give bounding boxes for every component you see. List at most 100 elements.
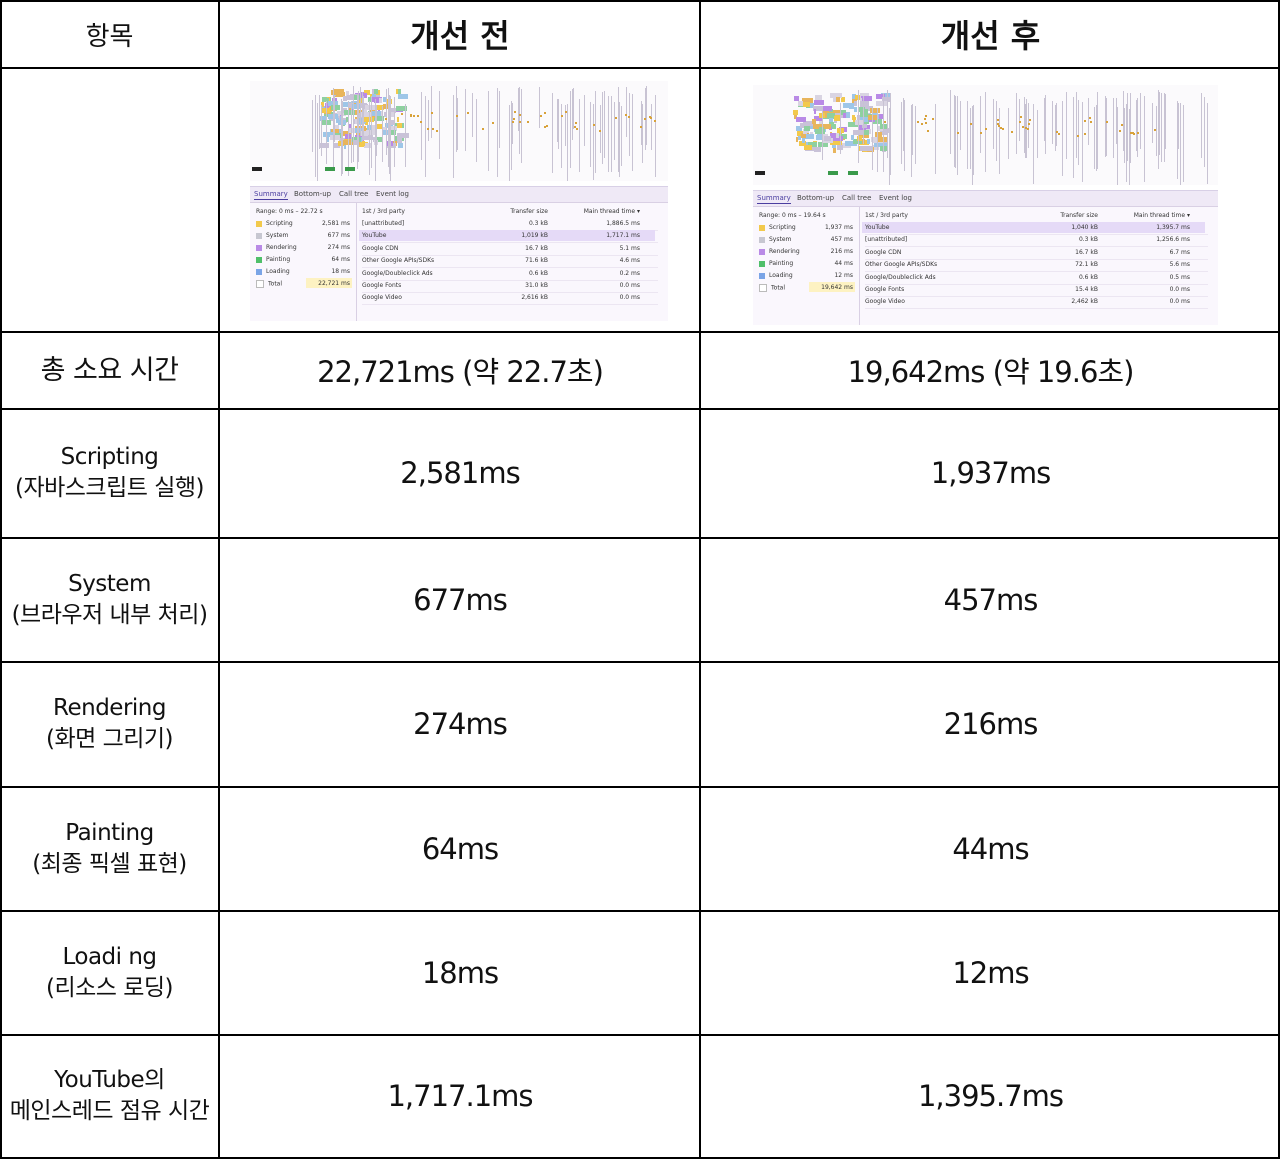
timeline-bar bbox=[362, 140, 366, 146]
third-party-name: Google Fonts bbox=[865, 286, 905, 293]
timeline-mark bbox=[1033, 104, 1035, 184]
timeline-bar bbox=[859, 98, 863, 104]
timeline-mark bbox=[602, 91, 604, 164]
timeline-bar bbox=[323, 132, 336, 138]
category-name: Rendering bbox=[266, 244, 297, 251]
timeline-mark bbox=[509, 104, 511, 181]
before-value: 64ms bbox=[421, 831, 499, 866]
before-value-cell: 64ms bbox=[219, 787, 701, 910]
timeline-bar bbox=[823, 106, 833, 112]
category-ms: 12 ms bbox=[834, 272, 853, 279]
tab-summary[interactable]: Summary bbox=[757, 194, 791, 204]
category-scripting: Scripting bbox=[256, 220, 293, 227]
category-rendering: Rendering bbox=[256, 244, 297, 251]
tab-call-tree[interactable]: Call tree bbox=[339, 190, 369, 198]
timeline-dot bbox=[560, 115, 563, 118]
timeline-bar bbox=[860, 108, 869, 114]
category-ms: 457 ms bbox=[830, 236, 853, 243]
timeline-bar bbox=[372, 93, 380, 99]
grid-line bbox=[0, 0, 1280, 2]
transfer-size: 0.3 kB bbox=[1078, 236, 1098, 244]
transfer-size: 0.6 kB bbox=[528, 269, 548, 277]
category-ms: 18 ms bbox=[331, 268, 350, 275]
timeline-mark bbox=[1155, 105, 1157, 157]
timeline-bar bbox=[853, 116, 856, 122]
tab-event-log[interactable]: Event log bbox=[879, 194, 912, 202]
timeline-mark bbox=[320, 104, 322, 156]
timeline-mark bbox=[385, 88, 387, 156]
tab-bottom-up[interactable]: Bottom-up bbox=[294, 190, 332, 198]
category-ms: 2,581 ms bbox=[321, 220, 350, 227]
timeline-mark bbox=[393, 96, 395, 168]
timeline-dot bbox=[653, 120, 656, 123]
timeline-bar bbox=[812, 124, 822, 129]
main-thread-time: 1,395.7 ms bbox=[1156, 224, 1190, 231]
timeline-dot bbox=[883, 120, 886, 123]
timeline-mark bbox=[1164, 93, 1166, 149]
timeline-dot bbox=[1131, 132, 1134, 135]
timeline-mark bbox=[966, 101, 968, 169]
timeline-bar bbox=[876, 100, 889, 106]
tab-bottom-up[interactable]: Bottom-up bbox=[797, 194, 835, 202]
timeline-dot bbox=[519, 113, 522, 116]
timeline-mark bbox=[561, 104, 562, 169]
timeline-bar bbox=[813, 147, 821, 153]
before-value: 18ms bbox=[421, 955, 499, 990]
row-separator bbox=[865, 296, 1208, 297]
transfer-size: 0.6 kB bbox=[1078, 273, 1098, 281]
third-party-name: Google CDN bbox=[865, 248, 902, 256]
grid-line bbox=[0, 661, 1280, 663]
timeline-mark bbox=[628, 92, 630, 157]
timeline-mark bbox=[464, 89, 466, 152]
timeline-bar bbox=[369, 93, 376, 99]
total-highlight bbox=[306, 278, 352, 288]
timeline-dot bbox=[1020, 116, 1023, 119]
tab-call-tree[interactable]: Call tree bbox=[842, 194, 872, 202]
timeline-bar bbox=[800, 123, 805, 129]
timeline-mark bbox=[326, 101, 328, 164]
timeline-mark bbox=[1144, 102, 1146, 183]
timeline-mark bbox=[877, 108, 879, 173]
row-separator bbox=[362, 304, 658, 306]
timeline-dot bbox=[576, 127, 579, 130]
timeline-mark bbox=[439, 91, 441, 159]
timeline-mark bbox=[1161, 93, 1163, 162]
timeline-mark bbox=[887, 90, 889, 152]
grid-line bbox=[0, 408, 1280, 410]
timeline-mark bbox=[883, 93, 885, 172]
timeline-bar bbox=[370, 125, 375, 131]
timeline-bar bbox=[813, 106, 825, 112]
timeline-mark bbox=[650, 104, 652, 150]
timeline-mark bbox=[420, 91, 422, 160]
timeline-mark bbox=[595, 90, 597, 174]
timeline-mark bbox=[475, 99, 477, 163]
timeline-bar bbox=[372, 137, 377, 143]
main-thread-time: 0.5 ms bbox=[1169, 273, 1190, 281]
timeline-bar bbox=[797, 101, 803, 107]
category-name: Scripting bbox=[266, 220, 293, 227]
main-thread-time: 0.0 ms bbox=[1169, 298, 1190, 306]
tab-summary[interactable]: Summary bbox=[254, 190, 288, 200]
timeline-mark bbox=[382, 105, 384, 163]
col-first-party: 1st / 3rd party bbox=[362, 208, 405, 215]
timeline-mark bbox=[821, 108, 823, 161]
category-name: System bbox=[769, 236, 792, 243]
row-label-cell: Loadi ng (리소스 로딩) bbox=[0, 911, 219, 1034]
timeline-dot bbox=[511, 121, 514, 124]
col-transfer-size: Transfer size bbox=[510, 208, 548, 215]
timeline-dot bbox=[614, 116, 617, 119]
timeline-dot bbox=[969, 122, 972, 125]
summary-panel: Summary Bottom-up Call tree Event log Range:… bbox=[753, 190, 1218, 325]
tab-event-log[interactable]: Event log bbox=[376, 190, 409, 198]
timeline-mark bbox=[519, 86, 521, 154]
timeline-bar bbox=[378, 116, 383, 122]
timeline-mark bbox=[569, 91, 571, 168]
after-value-cell: 1,395.7ms bbox=[701, 1035, 1280, 1157]
category-swatch bbox=[256, 280, 264, 288]
timeline-bar bbox=[377, 136, 383, 142]
timeline-bar bbox=[840, 110, 847, 116]
range-label: Range: 0 ms – 19.64 s bbox=[759, 212, 826, 219]
timeline-mark bbox=[390, 96, 392, 181]
timeline-mark bbox=[1044, 94, 1046, 154]
timeline-bar bbox=[342, 140, 351, 146]
